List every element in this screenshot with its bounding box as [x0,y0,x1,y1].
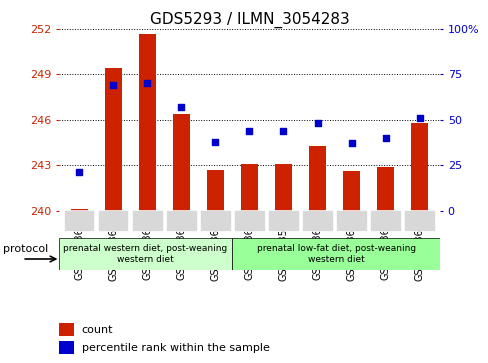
Point [177,104,185,110]
FancyBboxPatch shape [98,210,128,231]
Text: prenatal low-fat diet, post-weaning
western diet: prenatal low-fat diet, post-weaning west… [256,244,415,264]
FancyBboxPatch shape [267,210,298,231]
FancyBboxPatch shape [232,238,439,270]
FancyBboxPatch shape [234,210,264,231]
Point [211,139,219,144]
Text: percentile rank within the sample: percentile rank within the sample [81,343,269,353]
FancyBboxPatch shape [302,210,332,231]
Bar [104,68,122,211]
Bar [206,170,224,211]
FancyBboxPatch shape [336,210,366,231]
Bar [59,341,74,354]
Title: GDS5293 / ILMN_3054283: GDS5293 / ILMN_3054283 [149,12,348,28]
Point [279,128,287,134]
FancyBboxPatch shape [404,210,434,231]
Point [109,82,117,88]
Bar [59,323,74,336]
Point [347,140,355,146]
Bar [376,167,393,211]
FancyBboxPatch shape [132,210,162,231]
Point [381,135,389,141]
FancyBboxPatch shape [369,210,400,231]
Bar [274,164,291,211]
FancyBboxPatch shape [63,210,94,231]
FancyBboxPatch shape [165,210,196,231]
Text: count: count [81,325,113,335]
Bar [70,209,87,211]
Bar [172,114,189,211]
FancyBboxPatch shape [200,210,230,231]
Point [143,81,151,86]
Point [245,128,253,134]
Text: protocol: protocol [3,244,48,254]
Bar [241,164,257,211]
Text: prenatal western diet, post-weaning
western diet: prenatal western diet, post-weaning west… [63,244,227,264]
FancyBboxPatch shape [59,238,232,270]
Bar [343,171,359,211]
Bar [308,146,325,211]
Point [313,121,321,126]
Point [415,115,423,121]
Point [75,170,83,175]
Bar [139,34,155,211]
Bar [410,123,427,211]
